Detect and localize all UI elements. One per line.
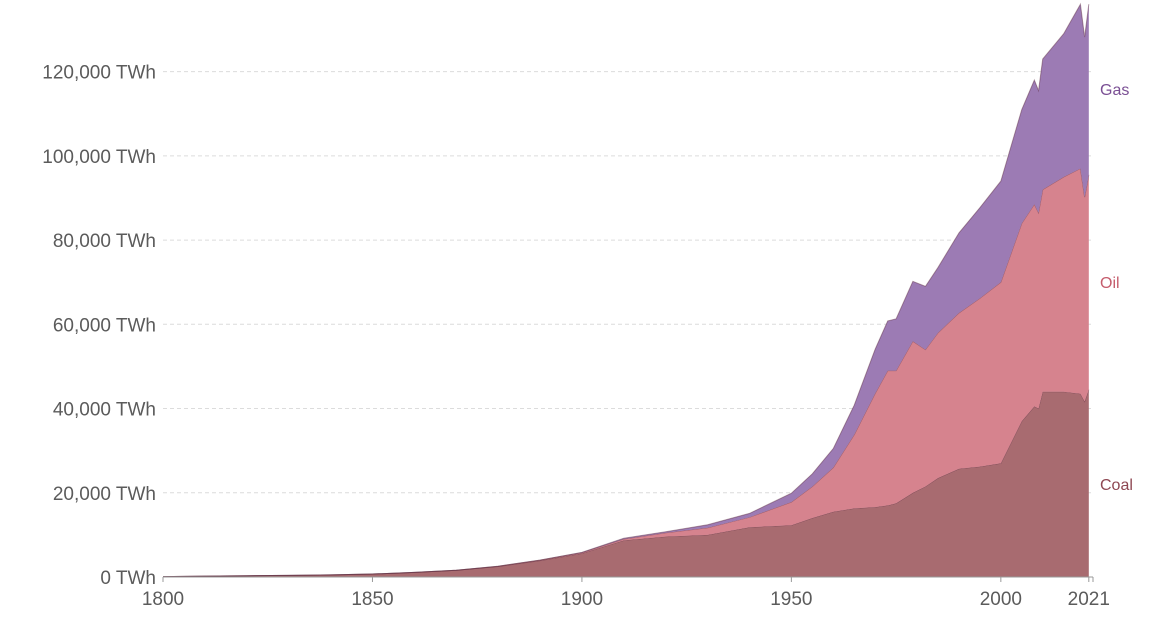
gridlines xyxy=(163,71,1093,494)
area-series xyxy=(162,2,1090,578)
x-tick-label: 2021 xyxy=(1068,589,1110,610)
area-outline-gas xyxy=(162,2,1090,578)
series-label-oil: Oil xyxy=(1100,275,1120,292)
y-tick-label: 100,000 TWh xyxy=(42,147,156,168)
x-tick-label: 2000 xyxy=(980,589,1022,610)
y-tick-label: 0 TWh xyxy=(100,568,156,589)
series-label-gas: Gas xyxy=(1100,82,1129,99)
x-tick-label: 1900 xyxy=(561,589,603,610)
y-tick-label: 120,000 TWh xyxy=(42,63,156,84)
y-axis-tick-labels: 0 TWh 20,000 TWh 40,000 TWh 60,000 TWh 80,00… xyxy=(42,63,156,589)
x-tick-label: 1950 xyxy=(770,589,812,610)
y-tick-label: 40,000 TWh xyxy=(53,400,156,421)
x-tick-label: 1850 xyxy=(351,589,393,610)
y-tick-label: 20,000 TWh xyxy=(53,484,156,505)
series-label-coal: Coal xyxy=(1100,477,1133,494)
series-labels: Gas Oil Coal xyxy=(1100,82,1133,494)
y-tick-label: 60,000 TWh xyxy=(53,315,156,336)
y-tick-label: 80,000 TWh xyxy=(53,231,156,252)
area-oil xyxy=(163,168,1089,577)
x-axis xyxy=(162,576,1094,582)
x-axis-tick-labels: 1800 1850 1900 1950 2000 2021 xyxy=(142,589,1110,610)
x-tick-label: 1800 xyxy=(142,589,184,610)
area-coal xyxy=(163,389,1089,577)
